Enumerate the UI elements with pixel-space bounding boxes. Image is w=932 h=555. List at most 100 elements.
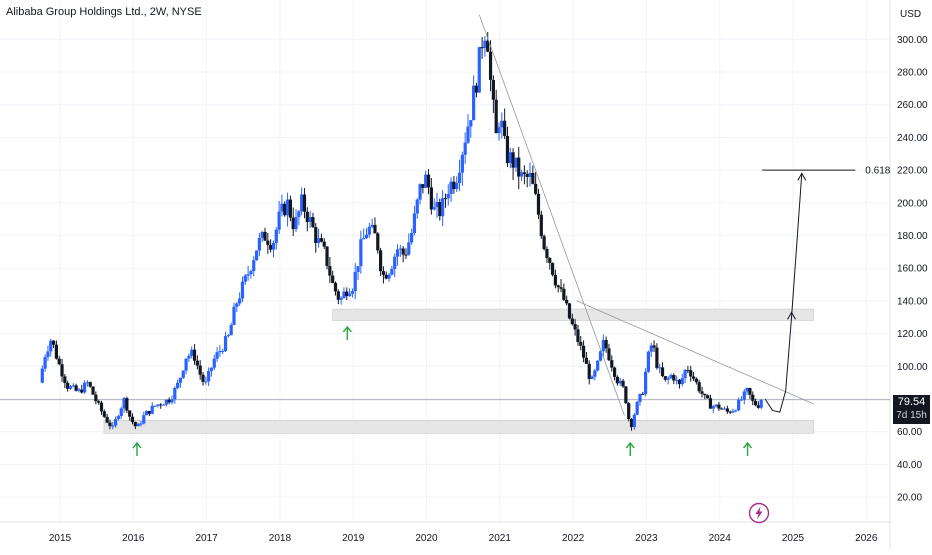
- candle-up: [412, 213, 417, 233]
- candle-up: [274, 229, 278, 243]
- candle-down: [725, 408, 729, 412]
- candle-up: [722, 408, 727, 410]
- x-tick-label: 2020: [415, 533, 438, 544]
- candle-up: [49, 340, 53, 352]
- candle-down: [753, 400, 758, 406]
- candle-down: [525, 173, 529, 177]
- y-tick-label: 20.00: [897, 493, 922, 504]
- projected-path: [764, 173, 803, 413]
- candle-down: [694, 378, 698, 383]
- y-tick-label: 280.00: [897, 68, 928, 79]
- candle-down: [480, 47, 484, 49]
- candle-up: [424, 174, 428, 188]
- candle-up: [178, 377, 183, 383]
- candle-up: [742, 391, 746, 400]
- candle-up: [477, 47, 481, 93]
- candle-up: [116, 416, 121, 419]
- candle-up: [398, 248, 402, 250]
- candle-down: [102, 411, 106, 417]
- candle-down: [652, 345, 656, 348]
- candle-up: [181, 370, 185, 378]
- candle-down: [345, 291, 349, 297]
- candle-up: [350, 291, 355, 294]
- trendline-2: [576, 300, 814, 405]
- candle-down: [331, 275, 335, 283]
- candle-down: [708, 398, 713, 409]
- candle-down: [373, 224, 377, 234]
- candle-up: [215, 352, 219, 359]
- candle-down: [517, 157, 521, 177]
- candle-up: [285, 199, 290, 216]
- y-tick-label: 160.00: [897, 264, 928, 275]
- candle-down: [756, 405, 760, 408]
- support-arrow-icon-3: [625, 441, 635, 457]
- candle-down: [322, 241, 326, 247]
- candle-down: [108, 422, 112, 427]
- candle-down: [128, 410, 132, 417]
- candle-up: [240, 281, 245, 299]
- candle-up: [82, 382, 87, 393]
- x-tick-label: 2023: [635, 533, 658, 544]
- x-tick-label: 2022: [562, 533, 585, 544]
- candle-up: [469, 120, 473, 127]
- candle-down: [728, 411, 732, 413]
- candle-down: [706, 395, 710, 399]
- x-tick-label: 2025: [782, 533, 805, 544]
- trendline-1: [478, 14, 625, 416]
- candle-down: [311, 217, 315, 228]
- candle-up: [342, 291, 346, 298]
- support-arrow-icon-1: [132, 441, 142, 457]
- candle-up: [745, 388, 749, 392]
- candle-up: [119, 408, 123, 417]
- candle-up: [455, 182, 459, 189]
- candle-up: [232, 306, 236, 325]
- x-tick-label: 2026: [855, 533, 878, 544]
- candle-up: [367, 226, 371, 235]
- candle-up: [415, 199, 419, 214]
- candle-down: [584, 357, 589, 364]
- candle-up: [644, 371, 648, 395]
- candle-up: [77, 389, 81, 391]
- candle-up: [238, 298, 242, 304]
- tradingview-logo-icon[interactable]: [748, 502, 770, 524]
- y-tick-label: 260.00: [897, 100, 928, 111]
- candle-down: [147, 410, 152, 414]
- candle-down: [579, 341, 583, 346]
- candle-down: [288, 199, 292, 218]
- candle-down: [302, 194, 307, 212]
- candle-up: [598, 351, 603, 361]
- candle-up: [500, 120, 504, 128]
- candle-down: [629, 418, 634, 428]
- candle-up: [161, 404, 166, 406]
- y-tick-label: 240.00: [897, 133, 928, 144]
- candle-up: [463, 142, 467, 155]
- fib-level-label: 0.618: [865, 166, 890, 177]
- bar-countdown: 7d 15h: [896, 410, 927, 421]
- candle-down: [80, 389, 84, 393]
- candle-up: [136, 423, 140, 427]
- candle-up: [519, 172, 524, 177]
- candle-up: [362, 238, 366, 240]
- candle-up: [280, 203, 284, 212]
- candle-up: [601, 340, 605, 352]
- candle-up: [71, 385, 75, 387]
- candle-up: [204, 381, 208, 383]
- candle-down: [511, 152, 515, 168]
- candle-up: [249, 271, 253, 275]
- x-tick-label: 2021: [489, 533, 512, 544]
- candle-up: [43, 357, 47, 369]
- candle-up: [658, 367, 662, 369]
- candle-up: [347, 293, 352, 297]
- candle-down: [677, 379, 682, 385]
- candle-up: [294, 217, 298, 230]
- candle-up: [353, 271, 357, 292]
- candle-up: [593, 370, 597, 377]
- candle-down: [536, 193, 541, 215]
- candle-up: [649, 345, 653, 352]
- candle-down: [565, 299, 569, 304]
- candle-down: [291, 217, 295, 230]
- candle-down: [60, 364, 64, 377]
- y-tick-label: 120.00: [897, 329, 928, 340]
